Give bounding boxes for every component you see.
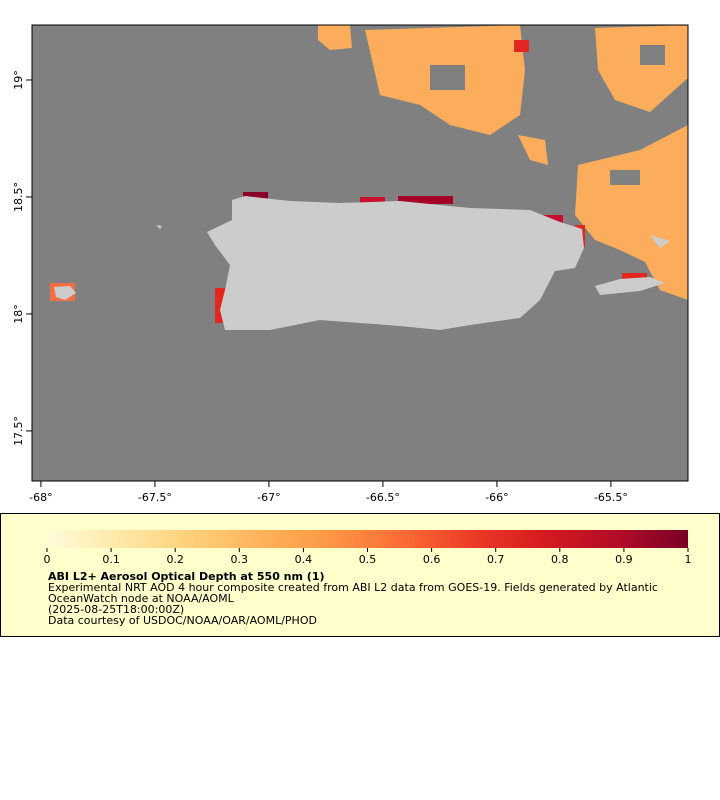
aod-gaps <box>430 45 665 185</box>
x-tick-label: -65.5° <box>594 491 628 504</box>
colorbar-tick-label: 1 <box>685 553 692 566</box>
colorbar-tick-label: 0.9 <box>615 553 633 566</box>
colorbar-tick-label: 0.3 <box>231 553 249 566</box>
legend-line: (2025-08-25T18:00:00Z) <box>48 603 184 616</box>
aod-field <box>318 25 688 300</box>
colorbar <box>47 530 688 548</box>
colorbar-tick-label: 0.5 <box>359 553 377 566</box>
legend-line: OceanWatch node at NOAA/AOML <box>48 592 235 605</box>
colorbar-tick-label: 0 <box>44 553 51 566</box>
legend-line: Data courtesy of USDOC/NOAA/OAR/AOML/PHO… <box>48 614 317 627</box>
x-tick-label: -66° <box>485 491 508 504</box>
legend-line: Experimental NRT AOD 4 hour composite cr… <box>48 581 658 594</box>
map <box>32 25 688 481</box>
colorbar-tick-label: 0.1 <box>102 553 120 566</box>
colorbar-tick-label: 0.4 <box>295 553 313 566</box>
colorbar-tick-label: 0.6 <box>423 553 441 566</box>
y-tick-label: 18.5° <box>12 182 25 212</box>
y-tick-label: 19° <box>12 70 25 90</box>
x-tick-label: -67.5° <box>138 491 172 504</box>
colorbar-tick-label: 0.7 <box>487 553 505 566</box>
x-tick-label: -66.5° <box>366 491 400 504</box>
land <box>54 196 670 330</box>
y-tick-label: 18° <box>12 304 25 324</box>
legend-title: ABI L2+ Aerosol Optical Depth at 550 nm … <box>48 570 325 583</box>
x-tick-label: -68° <box>29 491 52 504</box>
colorbar-tick-label: 0.8 <box>551 553 569 566</box>
map-frame <box>31 24 689 482</box>
colorbar-tick-label: 0.2 <box>166 553 184 566</box>
x-tick-label: -67° <box>257 491 280 504</box>
y-tick-label: 17.5° <box>12 416 25 446</box>
